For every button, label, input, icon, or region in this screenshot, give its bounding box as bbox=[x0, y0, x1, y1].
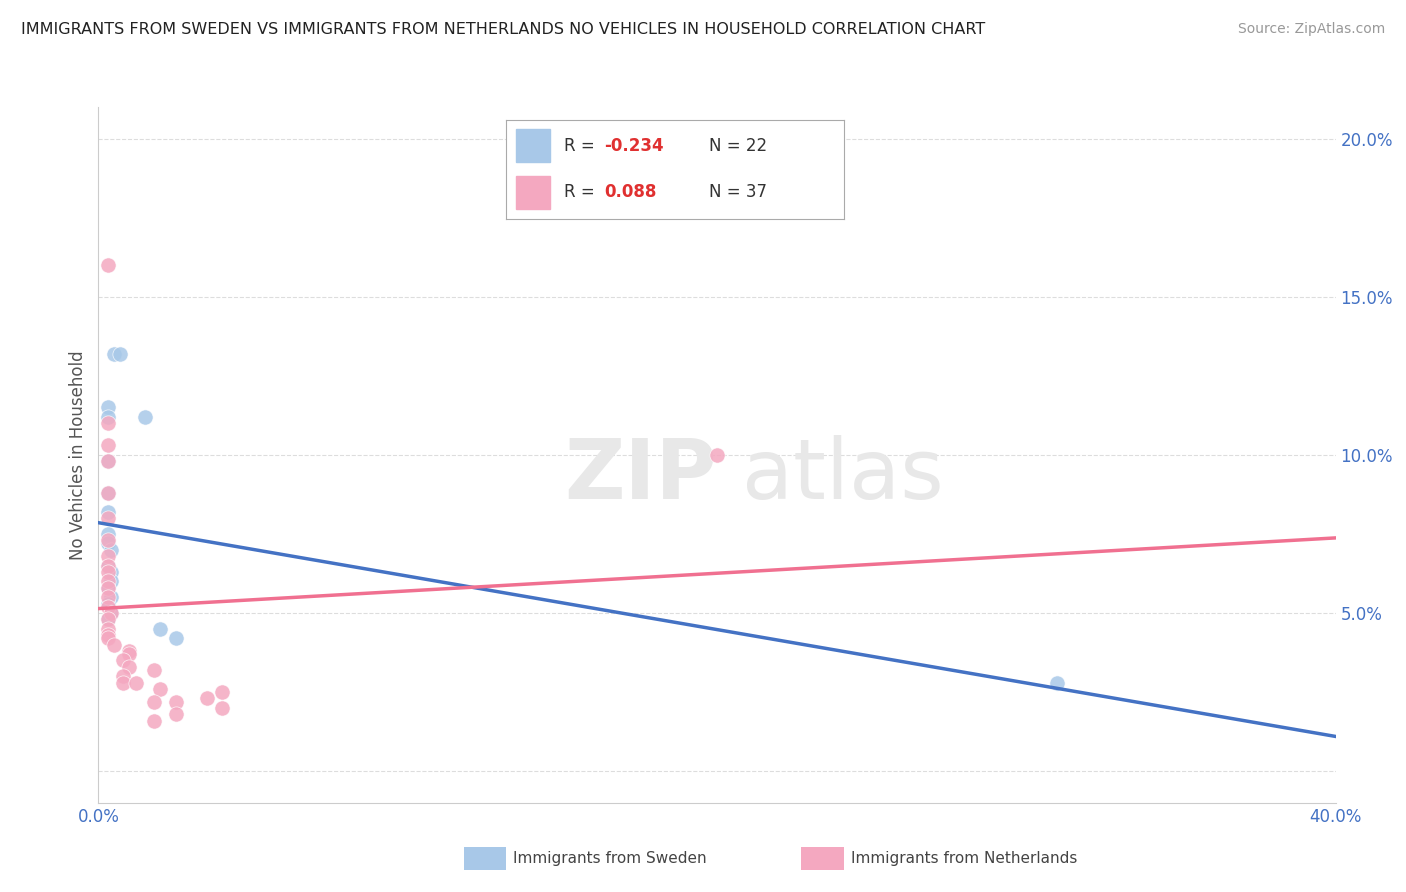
Point bbox=[195, 691, 218, 706]
Point bbox=[100, 565, 122, 579]
Point bbox=[103, 638, 125, 652]
Text: Immigrants from Netherlands: Immigrants from Netherlands bbox=[851, 852, 1077, 866]
Text: IMMIGRANTS FROM SWEDEN VS IMMIGRANTS FROM NETHERLANDS NO VEHICLES IN HOUSEHOLD C: IMMIGRANTS FROM SWEDEN VS IMMIGRANTS FRO… bbox=[21, 22, 986, 37]
Point bbox=[97, 597, 120, 611]
Point bbox=[100, 606, 122, 620]
Point bbox=[97, 565, 120, 579]
Point bbox=[97, 533, 120, 548]
Point bbox=[97, 581, 120, 595]
Text: Source: ZipAtlas.com: Source: ZipAtlas.com bbox=[1237, 22, 1385, 37]
Point bbox=[97, 409, 120, 424]
Point bbox=[112, 675, 135, 690]
Point bbox=[143, 695, 166, 709]
Point bbox=[706, 448, 728, 462]
Point bbox=[97, 438, 120, 452]
Y-axis label: No Vehicles in Household: No Vehicles in Household bbox=[69, 350, 87, 560]
Point bbox=[149, 681, 172, 696]
Point bbox=[97, 505, 120, 519]
Point bbox=[97, 454, 120, 468]
Point bbox=[165, 695, 187, 709]
Point bbox=[97, 511, 120, 525]
Text: 0.088: 0.088 bbox=[605, 183, 657, 201]
Point bbox=[97, 417, 120, 431]
Point bbox=[103, 347, 125, 361]
Point bbox=[97, 258, 120, 272]
Point bbox=[100, 591, 122, 605]
Point bbox=[100, 606, 122, 620]
Point bbox=[97, 628, 120, 642]
Point bbox=[100, 542, 122, 557]
Point bbox=[108, 347, 131, 361]
Point bbox=[97, 612, 120, 626]
Point bbox=[100, 574, 122, 589]
Point bbox=[211, 685, 233, 699]
Point bbox=[143, 714, 166, 728]
Point bbox=[97, 612, 120, 626]
Point bbox=[97, 622, 120, 636]
Point bbox=[124, 675, 146, 690]
Point bbox=[97, 558, 120, 573]
Text: R =: R = bbox=[564, 183, 599, 201]
Text: R =: R = bbox=[564, 137, 599, 155]
Bar bbox=[516, 129, 550, 161]
Point bbox=[97, 632, 120, 646]
Point bbox=[112, 669, 135, 683]
Point bbox=[97, 558, 120, 573]
Point bbox=[97, 536, 120, 550]
Bar bbox=[516, 177, 550, 209]
Point bbox=[97, 599, 120, 614]
Point bbox=[143, 663, 166, 677]
Point bbox=[97, 486, 120, 500]
Point bbox=[118, 660, 141, 674]
Point bbox=[97, 527, 120, 541]
Point bbox=[97, 591, 120, 605]
Point bbox=[97, 549, 120, 563]
Point bbox=[97, 581, 120, 595]
Point bbox=[118, 644, 141, 658]
Point bbox=[165, 707, 187, 722]
Text: atlas: atlas bbox=[742, 435, 943, 516]
Text: -0.234: -0.234 bbox=[605, 137, 664, 155]
Text: N = 37: N = 37 bbox=[709, 183, 766, 201]
Point bbox=[97, 486, 120, 500]
Point bbox=[149, 622, 172, 636]
Text: ZIP: ZIP bbox=[565, 435, 717, 516]
Point bbox=[165, 632, 187, 646]
Point bbox=[97, 454, 120, 468]
Text: Immigrants from Sweden: Immigrants from Sweden bbox=[513, 852, 707, 866]
Point bbox=[134, 409, 156, 424]
Point bbox=[97, 574, 120, 589]
Point bbox=[97, 401, 120, 415]
Text: N = 22: N = 22 bbox=[709, 137, 766, 155]
Point bbox=[112, 653, 135, 667]
Point bbox=[118, 647, 141, 661]
Point bbox=[1046, 675, 1069, 690]
Point bbox=[211, 701, 233, 715]
